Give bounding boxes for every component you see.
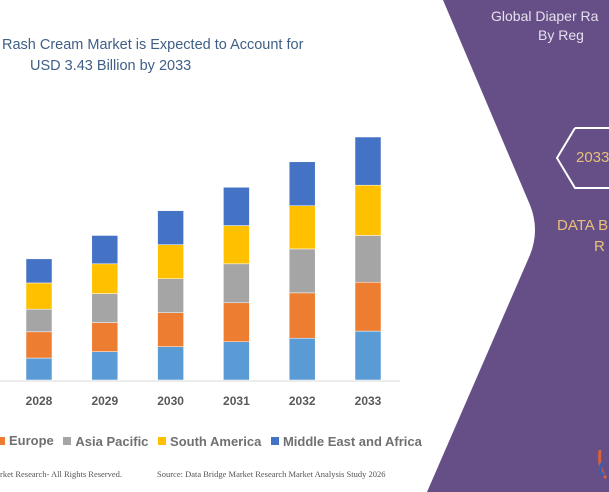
bar-segment-2033-south-america xyxy=(354,184,382,236)
bar-segment-2029-middle-east-and-africa xyxy=(91,235,119,265)
bar-segment-2028-series-0 xyxy=(25,357,53,381)
legend-label: Middle East and Africa xyxy=(282,433,422,449)
bar-segment-2032-middle-east-and-africa xyxy=(288,161,316,206)
chart-title-line2: USD 3.43 Billion by 2033 xyxy=(30,58,192,74)
panel-heading: Global Diaper Ra xyxy=(491,8,599,24)
legend-swatch-europe xyxy=(0,437,5,445)
bar-segment-2031-south-america xyxy=(223,225,250,265)
bar-segment-2030-middle-east-and-africa xyxy=(157,210,184,245)
bar-segment-2033-series-0 xyxy=(354,330,382,381)
chart-title-line1: Rash Cream Market is Expected to Account… xyxy=(2,37,304,53)
legend-label: Asia Pacific xyxy=(75,433,149,449)
legend-label: Europe xyxy=(9,433,54,448)
bar-segment-2029-south-america xyxy=(91,263,119,294)
bar-segment-2030-south-america xyxy=(157,244,184,279)
x-tick-label: 2031 xyxy=(223,394,250,408)
legend-south-america: South America xyxy=(158,434,261,449)
legend-swatch xyxy=(63,437,72,445)
stacked-bar-chart: 2028 2029 2030 2031 2032 2033 xyxy=(0,136,400,408)
bar-segment-2028-middle-east-and-africa xyxy=(25,258,53,284)
bar-segment-2032-asia-pacific xyxy=(288,248,316,294)
bar-segment-2031-series-0 xyxy=(223,341,250,381)
x-tick-label: 2029 xyxy=(91,394,118,408)
bar-segment-2032-series-0 xyxy=(288,337,316,381)
legend-label: South America xyxy=(170,433,262,449)
bar-segment-2033-middle-east-and-africa xyxy=(354,136,382,186)
legend-asia-pacific: Asia Pacific xyxy=(63,434,148,449)
bar-segment-2029-asia-pacific xyxy=(91,293,119,323)
brand-name-line2: R xyxy=(594,238,605,255)
bar-segment-2033-asia-pacific xyxy=(354,235,382,283)
bar-segment-2028-europe xyxy=(25,331,53,359)
source-text: Source: Data Bridge Market Research Mark… xyxy=(157,469,386,479)
x-tick-label: 2030 xyxy=(157,394,184,408)
x-tick-label: 2033 xyxy=(355,394,382,408)
bar-segment-2031-europe xyxy=(223,302,250,342)
brand-logo xyxy=(598,449,608,480)
bar-segment-2031-middle-east-and-africa xyxy=(223,187,250,226)
bar-segment-2032-south-america xyxy=(288,205,316,250)
legend-swatch xyxy=(270,437,279,445)
copyright-text: rket Research- All Rights Reserved. xyxy=(0,469,123,479)
brand-name: DATA B xyxy=(557,217,609,234)
bar-segment-2030-europe xyxy=(157,312,184,347)
bar-segment-2032-europe xyxy=(288,292,316,339)
bar-segment-2029-series-0 xyxy=(91,351,119,381)
legend-middle-east-africa: Middle East and Africa xyxy=(270,433,422,449)
bar-segment-2028-south-america xyxy=(25,282,53,310)
bar-segment-2028-asia-pacific xyxy=(25,308,53,333)
year-badge: 2033 xyxy=(576,149,609,166)
bar-segment-2029-europe xyxy=(91,322,119,352)
legend: Europe Asia Pacific South America Middle… xyxy=(0,433,428,449)
legend-europe: Europe xyxy=(9,433,54,448)
panel-subheading: By Reg xyxy=(538,27,584,43)
x-tick-label: 2028 xyxy=(26,394,53,408)
bar-segment-2031-asia-pacific xyxy=(223,263,250,304)
x-tick-label: 2032 xyxy=(289,394,316,408)
legend-swatch xyxy=(158,437,167,445)
year-badge-hexagon xyxy=(555,127,609,189)
bar-segment-2030-series-0 xyxy=(157,346,184,381)
bar-segment-2033-europe xyxy=(354,281,382,332)
bar-segment-2030-asia-pacific xyxy=(157,278,184,313)
